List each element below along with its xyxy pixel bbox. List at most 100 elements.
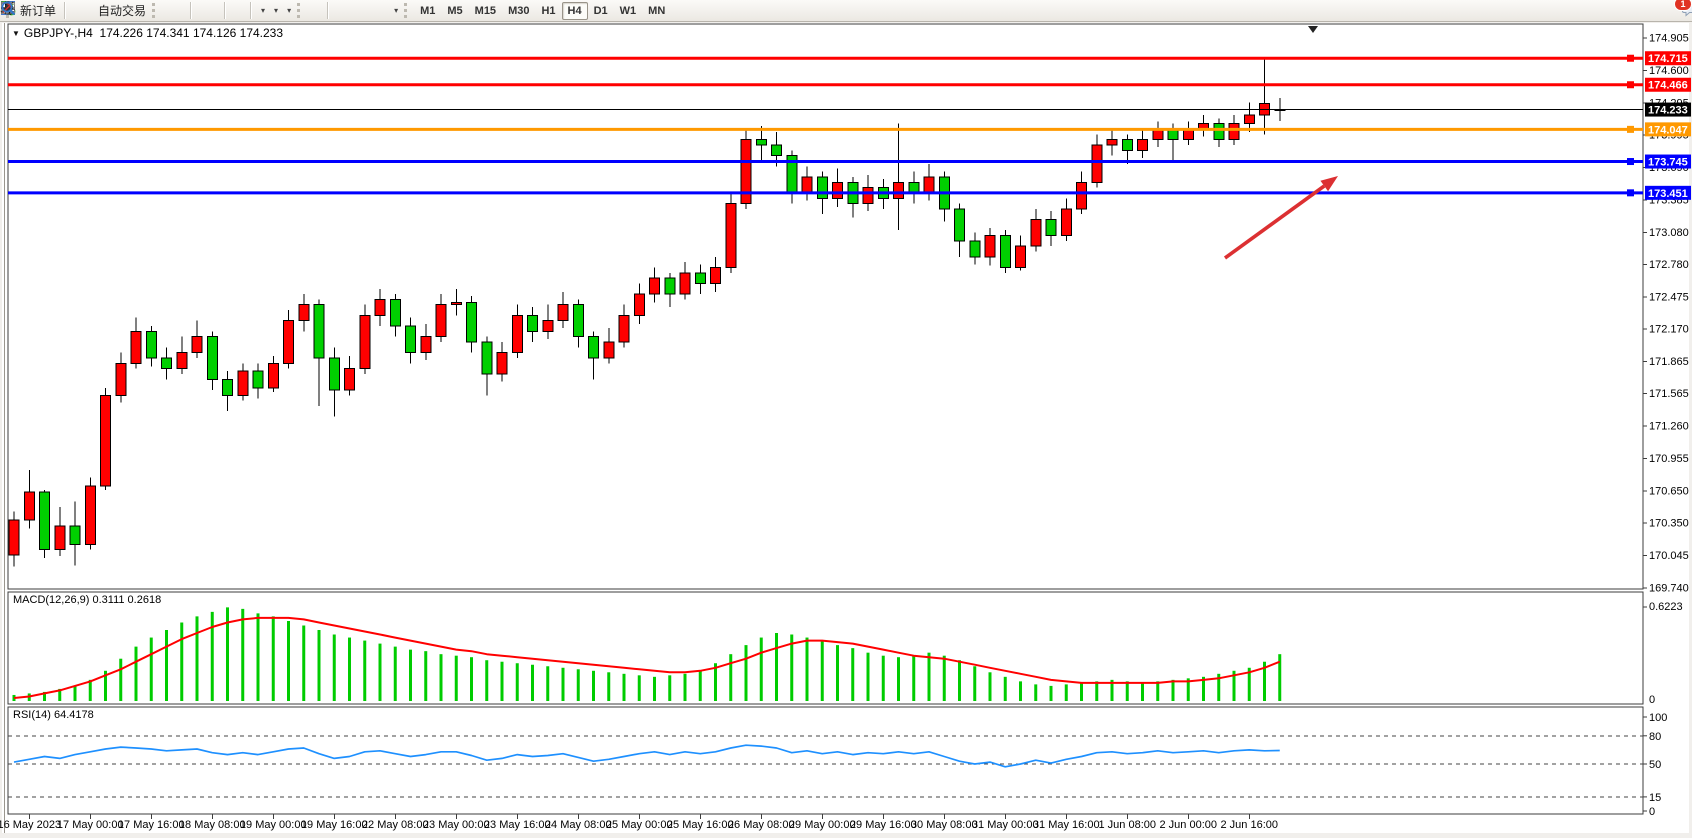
svg-text:29 May 00:00: 29 May 00:00 <box>789 819 856 831</box>
dropdown-caret-icon: ▾ <box>261 6 266 15</box>
candle-body <box>1137 139 1148 151</box>
candle-body <box>389 298 401 327</box>
trend-arrow-object[interactable] <box>1223 176 1338 260</box>
candle-body <box>603 341 615 359</box>
candle-body <box>832 181 843 199</box>
periods-button[interactable]: ▾ <box>1 0 282 22</box>
candle-body <box>54 525 66 551</box>
svg-text:170.955: 170.955 <box>1649 453 1689 465</box>
candle-body <box>374 298 386 316</box>
timeframe-button-w1[interactable]: W1 <box>619 4 637 17</box>
timeframe-button-m30[interactable]: M30 <box>508 4 530 17</box>
search-button[interactable] <box>1 0 1680 22</box>
toolbar-separator <box>250 2 253 19</box>
timeframe-button-h4[interactable]: H4 <box>561 1 588 20</box>
candle-body <box>39 491 50 551</box>
candle-body <box>1045 219 1057 237</box>
chart-symbol-period: GBPJPY-,H4 <box>23 26 93 40</box>
toolbar-grip[interactable] <box>297 3 303 18</box>
candle-body <box>1228 123 1240 141</box>
candle-body <box>649 277 660 295</box>
fibonacci-tool-button[interactable]: F <box>2 0 373 22</box>
candle-body <box>283 320 294 364</box>
svg-text:173.080: 173.080 <box>1649 227 1689 239</box>
candle-body <box>1091 144 1103 183</box>
indicators-button[interactable]: ▾ <box>1 0 269 22</box>
arrows-tool-button[interactable]: ▾ <box>2 0 402 22</box>
text-tool-button[interactable]: A <box>3 0 381 22</box>
zoom-in-button[interactable] <box>1 0 204 22</box>
candle-body <box>100 394 111 487</box>
bar-chart-mode-button[interactable] <box>3 0 170 22</box>
rsi-indicator-label: RSI(14) 64.4178 <box>13 709 94 721</box>
toolbar-separator <box>64 2 67 19</box>
candle-body <box>633 293 645 316</box>
trendline-tool-button[interactable] <box>1 0 357 22</box>
market-watch-button[interactable] <box>1 0 86 22</box>
timeframe-button-m5[interactable]: M5 <box>447 4 463 17</box>
candle-body <box>923 176 935 194</box>
candle-body <box>267 362 279 389</box>
timeframe-button-m15[interactable]: M15 <box>474 4 497 17</box>
candle-body <box>405 325 416 354</box>
candlestick-mode-button[interactable] <box>2 0 178 22</box>
svg-text:18 May 08:00: 18 May 08:00 <box>179 819 246 831</box>
svg-text:26 May 08:00: 26 May 08:00 <box>728 819 795 831</box>
crosshair-button[interactable] <box>1 0 323 22</box>
timeframe-button-mn[interactable]: MN <box>648 4 666 17</box>
svg-text:171.865: 171.865 <box>1649 356 1689 368</box>
zoom-out-button[interactable] <box>1 0 212 22</box>
equidistant-channel-tool-button[interactable]: E <box>0 0 365 22</box>
tile-windows-button[interactable] <box>1 0 220 22</box>
svg-text:174.466: 174.466 <box>1648 80 1688 92</box>
candle-body <box>557 304 569 322</box>
text-label-tool-button[interactable]: T <box>1 0 389 22</box>
svg-text:0: 0 <box>1649 694 1655 706</box>
chart-shift-marker-icon[interactable] <box>1308 26 1318 33</box>
cursor-button[interactable] <box>5 0 315 22</box>
one-click-trading-toggle-icon[interactable]: ▼ <box>12 29 20 38</box>
horizontal-line-objects[interactable] <box>8 54 1643 197</box>
horizontal-line-tool-button[interactable] <box>2 0 349 22</box>
toolbar-grip[interactable] <box>152 3 158 18</box>
autotrading-button[interactable]: 自动交易 <box>0 0 150 22</box>
auto-scroll-button[interactable] <box>2 0 238 22</box>
chat-button[interactable]: 1 <box>1674 0 1692 22</box>
rsi-line <box>13 744 1280 768</box>
signals-button[interactable] <box>3 0 94 22</box>
candle-body <box>328 357 340 391</box>
candle-body <box>1243 114 1255 125</box>
svg-text:25 May 16:00: 25 May 16:00 <box>667 819 734 831</box>
candle-body <box>801 176 813 194</box>
svg-text:29 May 16:00: 29 May 16:00 <box>850 819 917 831</box>
timeframe-button-d1[interactable]: D1 <box>593 4 608 17</box>
history-center-button[interactable] <box>1 0 78 22</box>
svg-text:174.233: 174.233 <box>1648 105 1688 117</box>
macd-signal-line <box>13 616 1281 699</box>
candle-body <box>298 304 310 322</box>
templates-button[interactable]: ▾ <box>1 0 295 22</box>
timeframe-toolbar: M1 M5 M15 M30 H1 H4 D1 W1 MN <box>414 1 671 20</box>
svg-text:2 Jun 00:00: 2 Jun 00:00 <box>1160 819 1218 831</box>
new-order-button[interactable]: 新订单 <box>2 0 60 22</box>
vertical-line-tool-button[interactable] <box>6 0 341 22</box>
candle-body <box>771 144 782 157</box>
candle-body <box>466 302 477 343</box>
chart-shift-button[interactable] <box>2 0 246 22</box>
timeframe-button-h1[interactable]: H1 <box>541 4 556 17</box>
timeframe-button-m1[interactable]: M1 <box>420 4 436 17</box>
candle-body <box>1060 208 1072 237</box>
svg-text:17 May 00:00: 17 May 00:00 <box>57 819 124 831</box>
candle-body <box>237 370 249 396</box>
svg-text:174.905: 174.905 <box>1649 33 1689 45</box>
rsi-pane[interactable] <box>7 706 1644 815</box>
candle-body <box>84 485 96 545</box>
main-price-pane[interactable] <box>7 23 1644 590</box>
line-chart-mode-button[interactable] <box>1 0 186 22</box>
macd-pane[interactable] <box>7 591 1644 705</box>
candle-body <box>450 302 462 306</box>
toolbar-grip[interactable] <box>404 3 410 18</box>
candle-body <box>893 181 904 199</box>
